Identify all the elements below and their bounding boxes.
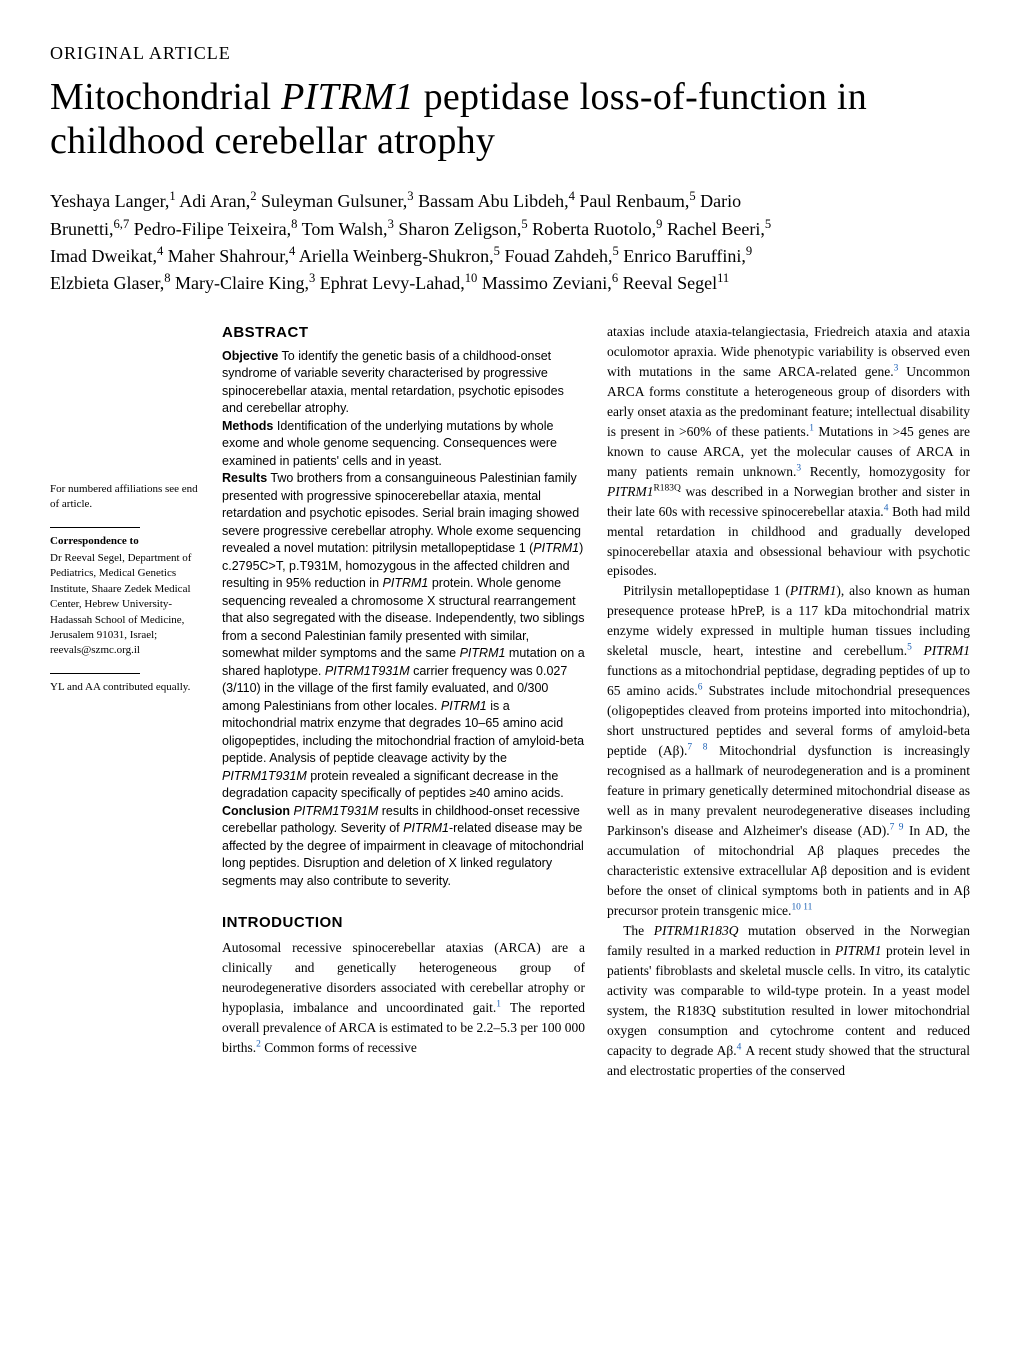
contribution-note: YL and AA contributed equally. — [50, 680, 200, 695]
affiliations-note: For numbered affiliations see end of art… — [50, 482, 200, 513]
abstract-results-label: Results — [222, 471, 267, 485]
abstract-results-text: Two brothers from a consanguineous Pales… — [222, 471, 585, 800]
introduction-body: Autosomal recessive spinocerebellar atax… — [222, 938, 585, 1058]
introduction-heading: INTRODUCTION — [222, 912, 585, 934]
divider — [50, 527, 140, 528]
abstract-block: Objective To identify the genetic basis … — [222, 348, 585, 891]
right-p3: The PITRM1R183Q mutation observed in the… — [607, 921, 970, 1081]
author-list: Yeshaya Langer,1 Adi Aran,2 Suleyman Gul… — [50, 187, 800, 295]
right-p1: ataxias include ataxia-telangiectasia, F… — [607, 322, 970, 582]
paper-body: For numbered affiliations see end of art… — [50, 322, 970, 1081]
abstract-conclusion-label: Conclusion — [222, 804, 290, 818]
sidebar-column: For numbered affiliations see end of art… — [50, 322, 200, 1081]
abstract-heading: ABSTRACT — [222, 322, 585, 344]
right-column: ataxias include ataxia-telangiectasia, F… — [607, 322, 970, 1081]
article-title: Mitochondrial PITRM1 peptidase loss-of-f… — [50, 76, 970, 163]
middle-column: ABSTRACT Objective To identify the genet… — [222, 322, 585, 1081]
divider — [50, 673, 140, 674]
intro-p1: Autosomal recessive spinocerebellar atax… — [222, 938, 585, 1058]
correspondence-body: Dr Reeval Segel, Department of Pediatric… — [50, 551, 200, 659]
abstract-methods-text: Identification of the underlying mutatio… — [222, 419, 557, 468]
abstract-methods-label: Methods — [222, 419, 273, 433]
right-p2: Pitrilysin metallopeptidase 1 (PITRM1), … — [607, 581, 970, 920]
abstract-objective-label: Objective — [222, 349, 278, 363]
article-type: ORIGINAL ARTICLE — [50, 40, 970, 66]
correspondence-heading: Correspondence to — [50, 534, 200, 549]
